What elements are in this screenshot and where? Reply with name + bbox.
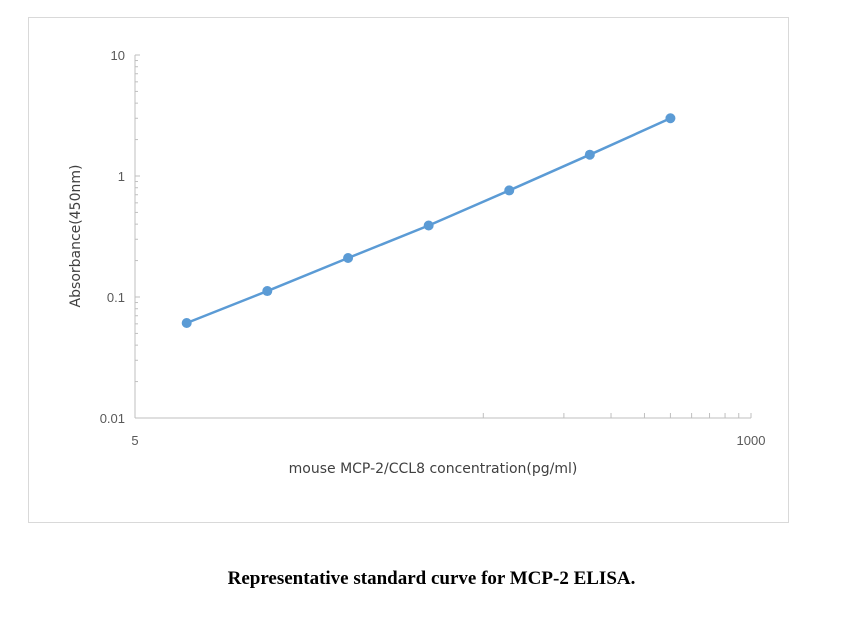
x-tick-label: 5 [131, 433, 138, 448]
y-axis-label: Absorbance(450nm) [68, 165, 84, 308]
x-tick-label: 1000 [737, 433, 766, 448]
data-point [343, 253, 354, 264]
data-point [423, 220, 434, 231]
data-point [504, 185, 515, 196]
chart-frame [28, 17, 789, 523]
figure-caption: Representative standard curve for MCP-2 … [227, 568, 636, 589]
y-tick-label: 0.01 [100, 411, 125, 426]
data-point [665, 113, 676, 124]
data-point [181, 317, 192, 328]
y-tick-label: 10 [111, 48, 125, 63]
y-tick-label: 1 [118, 169, 125, 184]
data-point [584, 149, 595, 160]
y-tick-label: 0.1 [107, 290, 125, 305]
data-point [262, 286, 273, 297]
x-axis-label: mouse MCP-2/CCL8 concentration(pg/ml) [289, 461, 578, 477]
